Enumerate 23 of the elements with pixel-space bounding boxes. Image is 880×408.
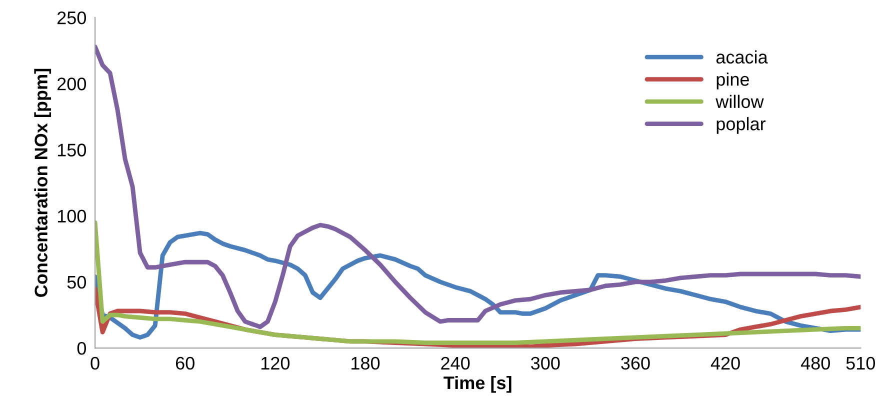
y-axis-title: Concentaration NOx [ppm]: [34, 68, 52, 297]
x-tick-label: 0: [90, 356, 100, 370]
legend-label: pine: [716, 72, 749, 90]
x-tick-label: 120: [261, 356, 290, 370]
y-tick-label: 250: [57, 11, 86, 24]
y-tick-label: 50: [67, 276, 86, 289]
y-tick-label: 0: [77, 342, 86, 355]
x-tick-label: 420: [710, 356, 740, 370]
x-tick-label: 240: [441, 356, 470, 370]
x-tick-label: 480: [800, 356, 830, 370]
y-tick-label: 150: [58, 144, 86, 156]
legend-label: willow: [716, 94, 764, 108]
x-tick-label: 180: [352, 356, 380, 370]
legend-label: poplar: [716, 117, 766, 134]
y-tick-label: 200: [57, 78, 86, 90]
x-tick-label: 60: [176, 356, 194, 370]
y-tick-label: 100: [58, 210, 86, 223]
legend-label: acacia: [716, 50, 768, 64]
x-tick-label: 510: [846, 356, 875, 370]
x-axis-title: Time [s]: [444, 376, 512, 393]
x-tick-label: 360: [621, 356, 650, 370]
line-series: [95, 44, 861, 330]
x-tick-label: 300: [531, 356, 560, 370]
